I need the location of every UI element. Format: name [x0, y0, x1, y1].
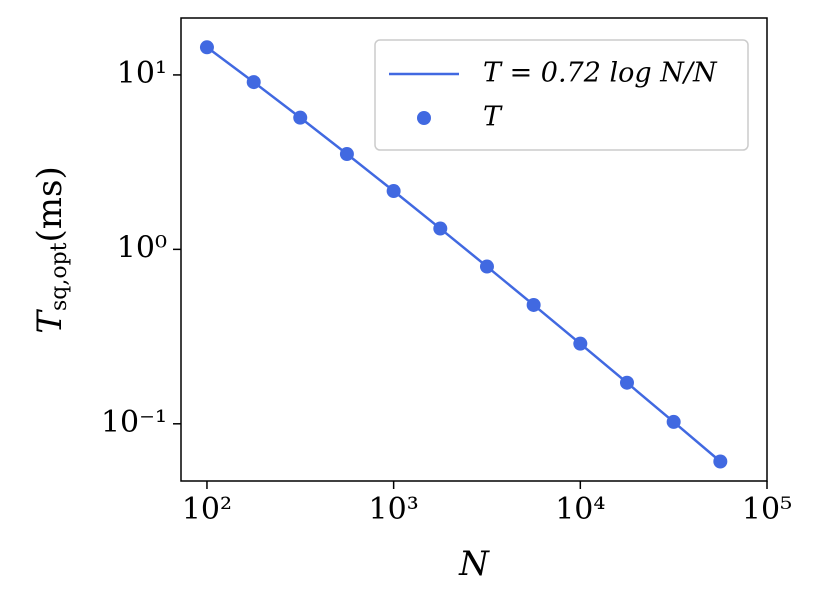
legend-label: T = 0.72 log N/N: [483, 58, 718, 89]
y-label-unit: (ms): [30, 166, 70, 242]
legend: T = 0.72 log N/N T: [374, 39, 749, 151]
y-tick-label: 10¹: [117, 56, 167, 91]
y-axis-label: Tsq,opt(ms): [30, 166, 72, 333]
point: [339, 147, 354, 162]
y-tick-label: 10⁰: [117, 230, 167, 265]
point: [666, 414, 681, 429]
x-tick-label: 10⁵: [742, 492, 792, 527]
legend-marker: [417, 111, 431, 125]
point: [293, 110, 308, 125]
point: [199, 40, 214, 55]
point: [619, 375, 634, 390]
y-label-subscript: sq,opt: [47, 242, 72, 311]
y-tick-label: 10⁻¹: [101, 405, 167, 440]
point: [573, 336, 588, 351]
y-label-symbol: T: [30, 309, 70, 334]
x-tick-label: 10⁴: [555, 492, 605, 527]
point: [526, 297, 541, 312]
legend-box: [374, 39, 749, 151]
series-line: [206, 46, 722, 463]
point: [713, 454, 728, 469]
point: [433, 221, 448, 236]
point: [246, 75, 261, 90]
x-axis-label: N: [458, 544, 490, 584]
point: [479, 259, 494, 274]
x-tick-label: 10²: [182, 492, 232, 527]
legend-label: T: [483, 102, 503, 133]
point: [386, 184, 401, 199]
x-tick-label: 10³: [369, 492, 419, 527]
